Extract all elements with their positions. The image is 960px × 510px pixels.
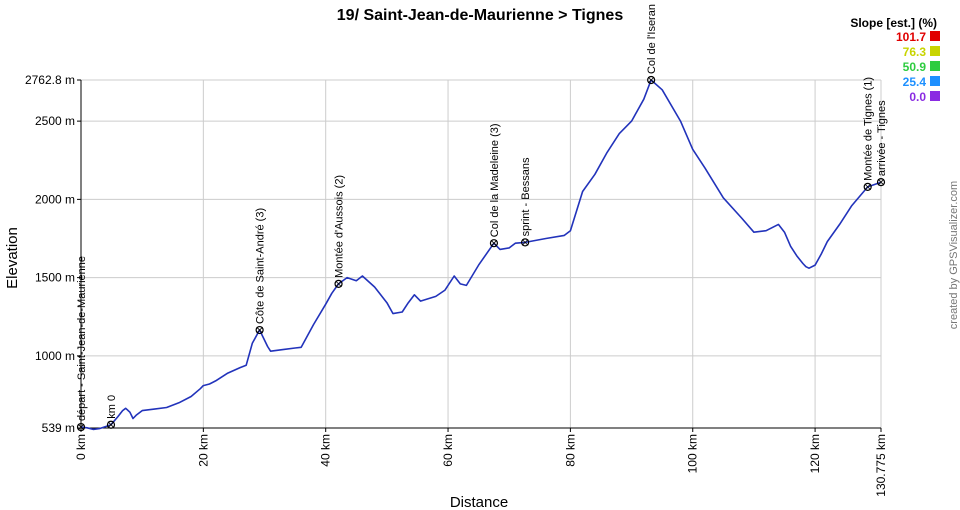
- legend-swatch: [930, 91, 940, 101]
- legend-value: 50.9: [903, 60, 927, 74]
- axes: [77, 79, 882, 432]
- waypoint-cross: [864, 183, 871, 191]
- waypoint-cross: [77, 423, 85, 431]
- elevation-series: [80, 79, 882, 431]
- x-tick-label: 40 km: [319, 434, 333, 467]
- legend-swatch: [930, 76, 940, 86]
- legend-value: 0.0: [909, 90, 926, 104]
- waypoint-marker: [647, 75, 656, 85]
- waypoint-marker: [255, 325, 264, 335]
- waypoint-label: Côte de Saint-André (3): [255, 208, 267, 324]
- waypoint-label: km 0: [106, 395, 118, 419]
- legend-swatch: [930, 46, 940, 56]
- waypoint-marker: [76, 422, 86, 432]
- legend-value: 25.4: [903, 75, 927, 89]
- x-tick-label: 20 km: [196, 434, 210, 467]
- waypoint-label: Col de l'Iseran: [646, 4, 658, 74]
- waypoint-marker: [106, 420, 116, 429]
- waypoint-marker: [334, 279, 343, 288]
- waypoint-label: arrivée - Tignes: [876, 100, 888, 176]
- x-tick-label: 80 km: [563, 434, 577, 467]
- x-tick-label: 100 km: [686, 434, 700, 473]
- waypoint-marker: [521, 238, 530, 247]
- waypoint-label: Col de la Madeleine (3): [489, 123, 501, 237]
- waypoint-cross: [521, 239, 529, 246]
- waypoint-cross: [490, 239, 498, 247]
- x-tick-label: 0 km: [74, 434, 88, 460]
- waypoint-cross: [335, 280, 342, 288]
- waypoint-label: sprint - Bessans: [520, 157, 532, 236]
- legend-value: 101.7: [896, 30, 926, 44]
- elevation-line: [80, 79, 882, 431]
- y-tick-label: 2000 m: [35, 192, 75, 206]
- x-axis-label: Distance: [450, 494, 508, 510]
- waypoint-markers: départ - Saint-Jean-de-Maurienne km 0 Côte…: [76, 4, 888, 432]
- x-tick-label: 60 km: [441, 434, 455, 467]
- waypoint-marker: [863, 182, 872, 191]
- grid-lines: [80, 79, 882, 429]
- x-tick-label: 120 km: [808, 434, 822, 473]
- x-tick-labels: 0 km 20 km 40 km 60 km 80 km 100 km 120 km 130.…: [74, 434, 888, 497]
- y-tick-label: 1500 m: [35, 271, 75, 285]
- waypoint-marker: [876, 178, 886, 187]
- y-tick-label: 2500 m: [35, 114, 75, 128]
- legend-title: Slope [est.] (%): [850, 16, 937, 30]
- waypoint-cross: [107, 421, 115, 428]
- waypoint-label: départ - Saint-Jean-de-Maurienne: [76, 256, 88, 421]
- slope-legend: Slope [est.] (%) 101.776.350.925.40.0: [850, 16, 940, 104]
- y-tick-label: 539 m: [42, 421, 75, 435]
- waypoint-label: Montée de Tignes (1): [863, 77, 875, 181]
- waypoint-marker: [489, 239, 499, 248]
- legend-value: 76.3: [903, 45, 927, 59]
- y-tick-labels: 539 m 1000 m 1500 m 2000 m 2500 m 2762.8 m: [25, 73, 75, 435]
- waypoint-cross: [256, 326, 263, 334]
- legend-swatch: [930, 31, 940, 41]
- waypoint-label: Montée d'Aussois (2): [334, 175, 346, 278]
- waypoint-cross: [647, 76, 655, 84]
- waypoint-cross: [877, 178, 885, 186]
- chart-title: 19/ Saint-Jean-de-Maurienne > Tignes: [337, 7, 624, 24]
- y-tick-label: 1000 m: [35, 349, 75, 363]
- credit-text: created by GPSVisualizer.com: [948, 181, 960, 329]
- legend-swatch: [930, 61, 940, 71]
- y-axis-label: Elevation: [4, 227, 21, 289]
- y-tick-label: 2762.8 m: [25, 73, 75, 87]
- x-tick-label: 130.775 km: [874, 434, 888, 497]
